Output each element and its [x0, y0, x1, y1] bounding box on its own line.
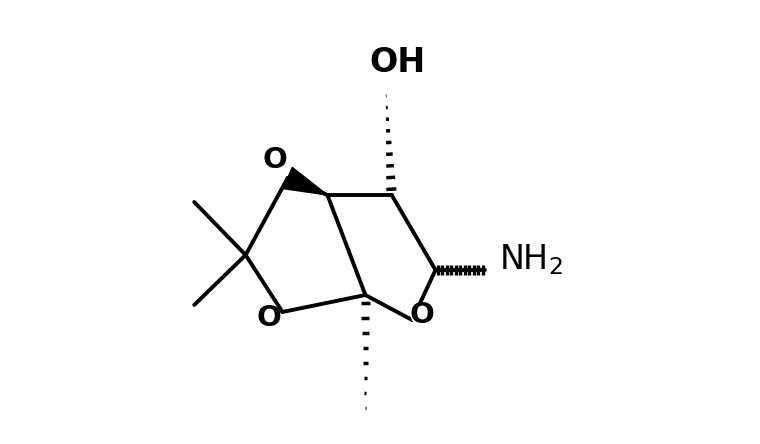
- Text: NH$_2$: NH$_2$: [499, 243, 563, 278]
- Text: O: O: [262, 146, 287, 174]
- Circle shape: [258, 307, 280, 329]
- Text: O: O: [410, 301, 435, 329]
- Text: OH: OH: [369, 45, 426, 79]
- Text: O: O: [257, 304, 281, 332]
- Circle shape: [264, 149, 286, 170]
- Polygon shape: [283, 167, 328, 195]
- Circle shape: [411, 304, 432, 325]
